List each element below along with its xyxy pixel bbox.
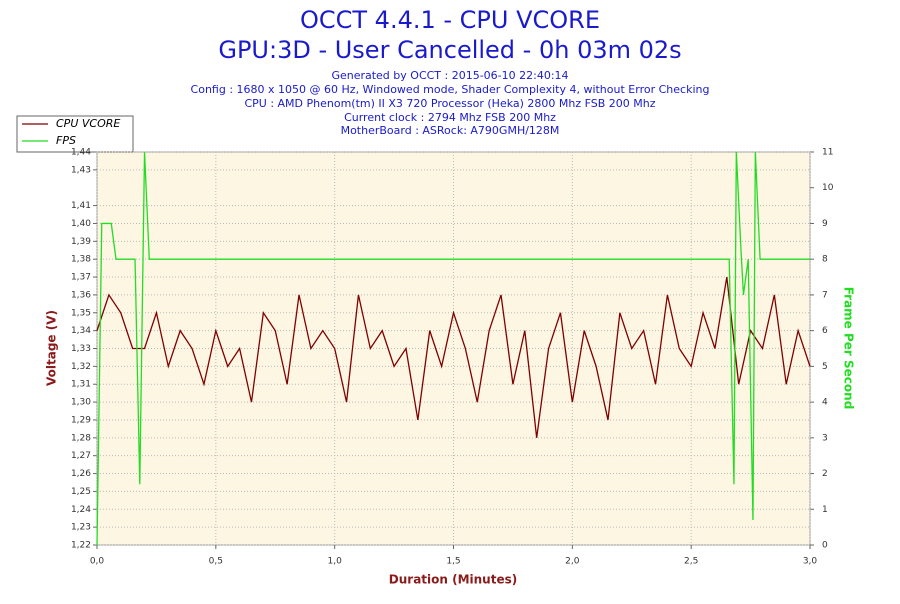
y-tick-label: 1,34 [71,326,91,336]
y-tick-label: 1,35 [71,308,91,318]
info-line: Current clock : 2794 Mhz FSB 200 Mhz [344,111,556,124]
y2-tick-label: 9 [822,219,828,229]
info-line: Generated by OCCT : 2015-06-10 22:40:14 [331,69,568,82]
y-tick-label: 1,23 [71,523,91,533]
y-tick-label: 1,25 [71,487,91,497]
y2-axis-label: Frame Per Second [842,287,856,410]
x-tick-label: 3,0 [803,557,818,567]
info-line: Config : 1680 x 1050 @ 60 Hz, Windowed m… [191,83,710,96]
y-tick-label: 1,28 [71,433,91,443]
x-tick-label: 2,0 [565,557,580,567]
legend-label: FPS [56,134,76,147]
x-tick-label: 1,5 [446,557,460,567]
x-tick-label: 1,0 [328,557,343,567]
chart-title: OCCT 4.4.1 - CPU VCORE [300,6,600,34]
y-tick-label: 1,32 [71,362,91,372]
y2-tick-label: 8 [822,255,828,265]
y-tick-label: 1,29 [71,415,91,425]
data-line [96,276,811,438]
y2-tick-label: 1 [822,505,828,515]
y-tick-label: 1,26 [71,469,91,479]
y-tick-label: 1,33 [71,344,91,354]
y-tick-label: 1,37 [71,273,91,283]
y-tick-label: 1,39 [71,237,91,247]
info-line: MotherBoard : ASRock: A790GMH/128M [341,124,560,137]
data-line [96,151,810,546]
y2-tick-label: 0 [822,541,828,551]
info-line: CPU : AMD Phenom(tm) II X3 720 Processor… [244,97,655,110]
y-tick-label: 1,38 [71,255,91,265]
y2-tick-label: 2 [822,469,828,479]
y-tick-label: 1,24 [71,505,91,515]
y2-tick-label: 6 [822,326,828,336]
y2-tick-label: 4 [822,398,828,408]
legend-label: CPU VCORE [56,117,120,130]
y-tick-label: 1,36 [71,290,91,300]
y2-tick-label: 5 [822,362,828,372]
x-tick-label: 0,0 [90,557,105,567]
y2-tick-label: 3 [822,433,828,443]
legend-box [16,115,134,153]
y-axis-label: Voltage (V) [45,310,59,386]
y2-tick-label: 11 [822,148,833,158]
y2-tick-label: 10 [822,183,834,193]
y2-tick-label: 7 [822,290,828,300]
y-tick-label: 1,40 [71,219,91,229]
y-tick-label: 1,31 [71,380,91,390]
y-tick-label: 1,44 [71,148,91,158]
x-tick-label: 2,5 [684,557,698,567]
y-tick-label: 1,41 [71,201,91,211]
x-axis-label: Duration (Minutes) [389,573,517,587]
y-tick-label: 1,43 [71,165,91,175]
chart-title: GPU:3D - User Cancelled - 0h 03m 02s [218,36,681,64]
y-tick-label: 1,27 [71,451,91,461]
y-tick-label: 1,30 [71,398,91,408]
y-tick-label: 1,22 [71,541,91,551]
x-tick-label: 0,5 [209,557,223,567]
